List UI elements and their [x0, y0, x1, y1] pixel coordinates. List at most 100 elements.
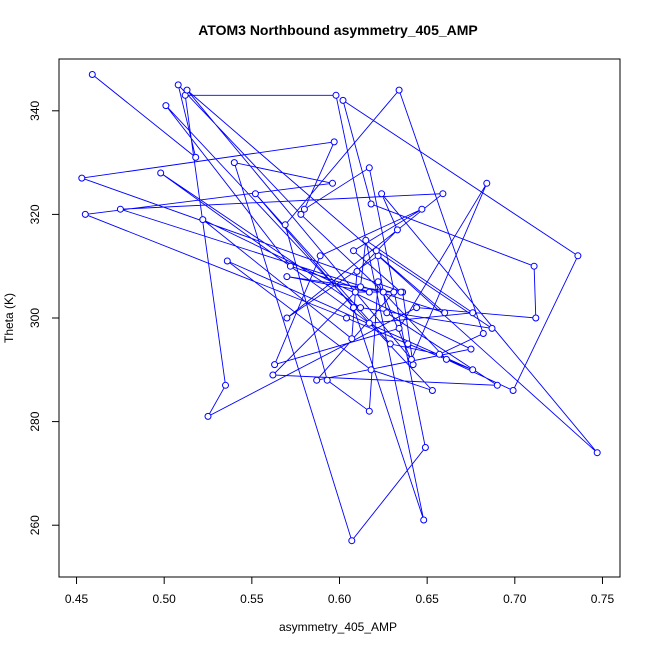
data-point	[439, 190, 447, 198]
data-point	[230, 159, 238, 167]
data-point	[479, 330, 487, 337]
data-point	[469, 366, 477, 374]
data-point	[343, 314, 350, 322]
data-point	[379, 288, 387, 296]
data-point	[78, 174, 86, 182]
data-point	[469, 309, 477, 317]
data-point	[395, 324, 403, 332]
data-point	[323, 376, 331, 384]
data-point	[488, 324, 496, 332]
data-point	[351, 288, 359, 296]
x-tick-label: 0.55	[240, 592, 264, 606]
data-point	[378, 190, 386, 198]
data-point	[350, 304, 357, 312]
data-point	[316, 252, 324, 260]
data-point	[421, 444, 429, 451]
data-point	[348, 335, 356, 343]
data-point	[441, 309, 449, 317]
data-point	[395, 86, 403, 94]
x-tick-label: 0.50	[153, 592, 177, 606]
data-point	[404, 340, 412, 348]
x-axis: 0.45 0.50 0.55 0.60 0.65 0.70 0.75	[65, 577, 615, 606]
data-point	[286, 262, 294, 270]
y-axis: 260 280 300 320 340	[28, 100, 59, 535]
y-tick-label: 260	[28, 515, 42, 535]
data-point	[413, 304, 421, 312]
data-point	[269, 371, 277, 379]
data-point	[332, 91, 340, 99]
data-point	[418, 205, 426, 213]
data-point	[350, 247, 357, 255]
y-tick-label: 280	[28, 411, 42, 431]
data-point	[329, 179, 336, 187]
data-point	[397, 288, 405, 296]
data-point	[162, 102, 170, 110]
data-point	[407, 355, 415, 363]
data-point	[330, 138, 338, 146]
data-point	[199, 216, 207, 224]
x-axis-label: asymmetry_405_AMP	[279, 620, 397, 634]
data-point	[192, 153, 200, 161]
data-point	[281, 221, 289, 229]
data-point	[372, 247, 380, 255]
data-point	[365, 319, 373, 327]
data-point	[88, 71, 96, 78]
data-point	[435, 350, 443, 358]
data-point	[493, 381, 501, 389]
data-point	[367, 200, 375, 208]
y-tick-label: 320	[28, 204, 42, 224]
data-point	[283, 273, 291, 281]
data-point	[386, 340, 394, 348]
data-point	[222, 381, 229, 389]
series-layer	[78, 71, 601, 545]
data-point	[204, 412, 212, 420]
data-point	[442, 355, 450, 363]
data-point	[365, 288, 373, 296]
x-tick-label: 0.45	[65, 592, 89, 606]
data-point	[157, 169, 165, 177]
x-tick-label: 0.65	[415, 592, 439, 606]
y-tick-label: 340	[28, 100, 42, 120]
data-point	[593, 449, 601, 457]
x-tick-label: 0.70	[503, 592, 527, 606]
data-point	[251, 190, 259, 198]
data-point	[174, 81, 182, 89]
data-point	[223, 257, 231, 265]
y-axis-label: Theta (K)	[2, 293, 16, 343]
data-point	[362, 236, 370, 244]
y-tick-label: 300	[28, 308, 42, 328]
data-point	[348, 537, 356, 545]
series-line	[81, 74, 598, 542]
data-point	[357, 304, 364, 312]
data-point	[300, 205, 308, 213]
data-point	[81, 210, 89, 218]
data-point	[283, 314, 291, 322]
data-point	[353, 267, 361, 275]
chart-title: ATOM3 Northbound asymmetry_405_AMP	[198, 22, 478, 38]
data-point	[183, 86, 191, 94]
x-tick-label: 0.75	[591, 592, 615, 606]
data-point	[467, 345, 475, 353]
data-point	[393, 226, 401, 234]
data-point	[530, 262, 538, 270]
data-point	[383, 309, 391, 317]
data-point	[509, 387, 517, 394]
x-tick-label: 0.60	[328, 592, 352, 606]
data-point	[367, 366, 375, 374]
data-point	[532, 314, 540, 322]
data-point	[374, 278, 382, 286]
data-point	[420, 516, 428, 524]
data-point	[357, 283, 364, 291]
data-point	[297, 210, 305, 218]
data-point	[574, 252, 582, 260]
data-point	[313, 376, 321, 384]
data-point	[339, 96, 347, 104]
data-point	[116, 205, 124, 213]
data-point	[483, 179, 491, 187]
data-point	[365, 407, 373, 415]
data-point	[428, 387, 436, 394]
data-point	[365, 164, 373, 172]
data-point	[390, 288, 398, 296]
